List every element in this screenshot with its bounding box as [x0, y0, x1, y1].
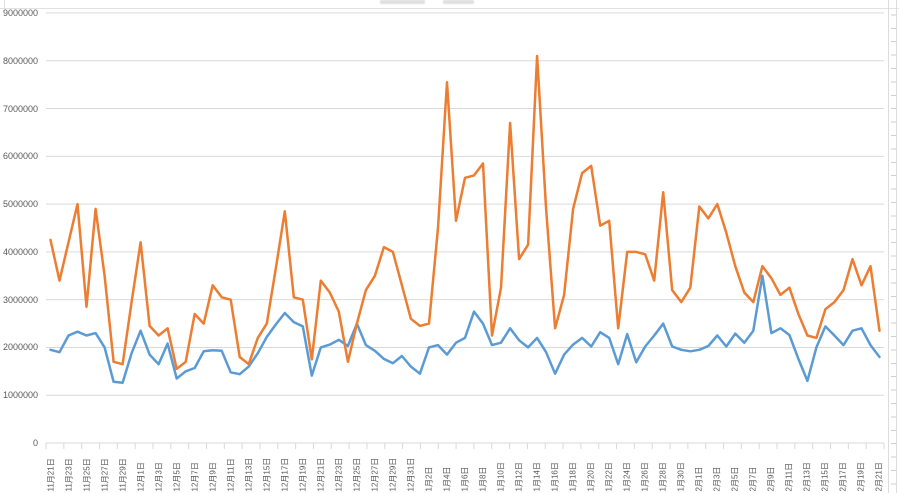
y-axis-label: 4000000: [2, 246, 38, 257]
x-axis-label: 2月13日: [802, 462, 812, 492]
y-axis-label: 7000000: [2, 103, 38, 114]
x-axis-label: 12月19日: [298, 457, 308, 492]
x-axis-label: 1月24日: [622, 462, 632, 492]
x-axis-label: 2月1日: [694, 466, 704, 492]
x-axis-label: 11月23日: [64, 458, 74, 492]
x-axis-label: 2月17日: [838, 462, 848, 492]
x-axis-label: 12月9日: [208, 462, 218, 492]
x-axis-label: 2月19日: [856, 462, 866, 492]
x-axis-label: 1月18日: [568, 462, 578, 492]
x-axis-label: 1月10日: [496, 462, 506, 492]
x-axis-label: 2月9日: [766, 466, 776, 492]
x-axis-label: 12月13日: [244, 457, 254, 492]
x-axis-label: 11月21日: [46, 458, 55, 492]
y-axis-label: 5000000: [2, 199, 38, 210]
y-axis-label: 9000000: [2, 8, 38, 18]
sheet-row-ticks: [891, 2, 896, 493]
x-axis-label: 1月22日: [604, 462, 614, 492]
x-axis-label: 12月25日: [352, 457, 362, 492]
x-axis-label: 12月27日: [370, 457, 380, 492]
x-axis-label: 12月21日: [316, 457, 326, 492]
x-axis-tick-marks: [45, 442, 885, 449]
x-axis-label: 12月23日: [334, 457, 344, 492]
x-axis-label: 12月5日: [172, 462, 182, 492]
y-axis-label: 1000000: [2, 390, 38, 401]
x-axis-label: 12月17日: [280, 457, 290, 492]
y-axis-label: 0: [32, 438, 38, 448]
x-axis-label: 1月20日: [586, 462, 596, 492]
x-axis-label: 1月2日: [424, 466, 434, 492]
x-axis-label: 11月25日: [82, 458, 92, 492]
x-axis-label: 2月3日: [712, 466, 722, 492]
x-axis-label: 12月31日: [406, 457, 416, 492]
y-axis-label: 6000000: [2, 151, 38, 162]
x-axis-label: 1月30日: [676, 462, 686, 492]
x-axis-label: 1月12日: [514, 462, 524, 492]
x-axis-label: 1月28日: [658, 462, 668, 492]
cropped-chart-title-fragment: [443, 0, 474, 4]
cropped-chart-title-fragment: [380, 0, 425, 4]
x-axis-label: 2月21日: [874, 462, 884, 492]
x-axis-label: 1月16日: [550, 462, 560, 492]
x-axis-label: 12月29日: [388, 457, 398, 492]
horizontal-gridlines: [46, 12, 884, 444]
x-axis-label: 12月15日: [262, 457, 272, 492]
y-axis-label: 8000000: [2, 55, 38, 66]
x-axis-label: 1月6日: [460, 466, 470, 492]
x-axis-label: 2月5日: [730, 466, 740, 492]
x-axis-label: 1月14日: [532, 462, 542, 492]
x-axis-label: 1月8日: [478, 466, 488, 492]
x-axis-label: 12月1日: [136, 462, 146, 492]
x-axis-label: 2月11日: [784, 462, 794, 492]
series-line-orange[interactable]: [49, 54, 881, 371]
x-axis-label: 1月4日: [442, 466, 452, 492]
x-axis-label: 1月26日: [640, 462, 650, 492]
x-axis-label: 12月7日: [190, 462, 200, 492]
x-axis-label: 12月3日: [154, 462, 164, 492]
x-axis-label: 12月11日: [226, 458, 236, 492]
x-axis-label: 11月27日: [100, 458, 110, 492]
series-line-blue[interactable]: [49, 274, 881, 385]
chart-right-edge: [888, 0, 889, 493]
x-axis-label: 11月29日: [118, 458, 128, 492]
sheet-column-border: [4, 0, 5, 9]
x-axis-label: 2月15日: [820, 462, 830, 492]
y-axis-label: 2000000: [2, 342, 38, 353]
y-axis-label: 3000000: [2, 294, 38, 305]
x-axis-label: 2月7日: [748, 466, 758, 492]
sheet-column-border-right: [896, 0, 897, 493]
sheet-row-border: [0, 8, 899, 9]
